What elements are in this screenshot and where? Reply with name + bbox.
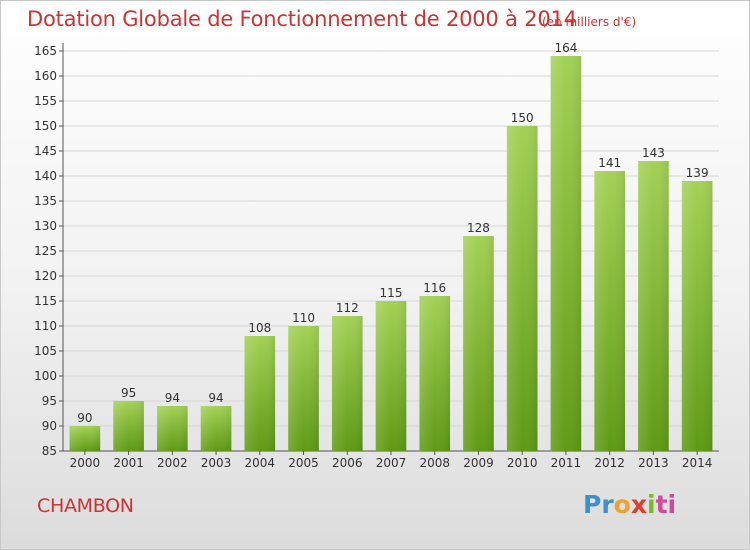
bar-value-label: 112 — [336, 301, 359, 315]
bar-shine — [200, 406, 232, 451]
y-tick-label: 165 — [34, 44, 57, 58]
proxiti-logo[interactable]: Proxiti — [583, 490, 676, 519]
logo-part-4: i — [646, 490, 656, 519]
bar-shine — [463, 236, 494, 451]
bar-value-label: 141 — [598, 156, 621, 170]
x-tick-label: 2011 — [551, 456, 582, 470]
x-tick-label: 2005 — [288, 456, 319, 470]
bar-shine — [550, 56, 582, 451]
bars — [69, 56, 713, 451]
bar-shine — [244, 336, 276, 451]
bar-value-label: 139 — [686, 166, 709, 180]
x-tick-label: 2008 — [419, 456, 450, 470]
x-tick-label: 2001 — [113, 456, 144, 470]
commune-name: CHAMBON — [37, 495, 134, 517]
logo-part-2: o — [613, 490, 631, 519]
y-tick-label: 100 — [34, 369, 57, 383]
bar-shine — [69, 426, 101, 451]
x-tick-label: 2013 — [638, 456, 669, 470]
bar-shine — [375, 301, 407, 451]
x-tick-label: 2000 — [70, 456, 101, 470]
y-tick-label: 105 — [34, 344, 57, 358]
bar-value-label: 110 — [292, 311, 315, 325]
y-tick-label: 125 — [34, 244, 57, 258]
y-tick-label: 150 — [34, 119, 57, 133]
bar-labels: 90 95 94 94 108 110 112 115 116 128 150 164 141 143 13… — [77, 41, 708, 425]
bar-value-label: 108 — [248, 321, 271, 335]
y-tick-label: 135 — [34, 194, 57, 208]
bar-shine — [331, 316, 363, 451]
x-tick-label: 2002 — [157, 456, 188, 470]
y-tick-label: 90 — [42, 419, 57, 433]
bar-value-label: 116 — [423, 281, 446, 295]
x-tick-label: 2006 — [332, 456, 363, 470]
x-axis: 2000 2001 2002 2003 2004 2005 2006 2007 2008 2009… — [63, 450, 719, 470]
x-tick-label: 2003 — [201, 456, 232, 470]
x-tick-label: 2010 — [507, 456, 538, 470]
bar-value-label: 128 — [467, 221, 490, 235]
y-axis: 85 90 95 100 105 110 115 120 125 130 135 140 145 150 1… — [34, 43, 64, 458]
bar-value-label: 115 — [380, 286, 403, 300]
bar-shine — [594, 171, 625, 451]
x-tick-label: 2004 — [245, 456, 276, 470]
y-tick-label: 120 — [34, 269, 57, 283]
bar-value-label: 94 — [165, 391, 180, 405]
bar-value-label: 90 — [77, 411, 92, 425]
y-tick-label: 140 — [34, 169, 57, 183]
y-tick-label: 110 — [34, 319, 57, 333]
logo-part-5: ti — [655, 490, 677, 519]
bar-shine — [288, 326, 319, 451]
y-tick-label: 130 — [34, 219, 57, 233]
x-tick-label: 2014 — [682, 456, 713, 470]
logo-part-1: Pr — [583, 490, 614, 519]
y-tick-label: 115 — [34, 294, 57, 308]
logo-part-3: x — [630, 490, 647, 519]
bar-value-label: 143 — [642, 146, 665, 160]
chart-subtitle: (en milliers d'€) — [542, 15, 637, 29]
x-tick-label: 2007 — [376, 456, 407, 470]
x-tick-label: 2009 — [463, 456, 494, 470]
bar-shine — [113, 401, 144, 451]
y-tick-label: 160 — [34, 69, 57, 83]
bar-shine — [419, 296, 451, 451]
y-tick-label: 155 — [34, 94, 57, 108]
y-tick-label: 85 — [42, 444, 57, 458]
bar-value-label: 95 — [121, 386, 136, 400]
bar-shine — [157, 406, 188, 451]
y-tick-label: 145 — [34, 144, 57, 158]
bar-shine — [506, 126, 538, 451]
bar-value-label: 94 — [208, 391, 223, 405]
bar-value-label: 164 — [554, 41, 577, 55]
bar-value-label: 150 — [511, 111, 534, 125]
y-tick-label: 95 — [42, 394, 57, 408]
chart-title: Dotation Globale de Fonctionnement de 20… — [27, 7, 577, 31]
x-tick-label: 2012 — [594, 456, 625, 470]
bar-shine — [681, 181, 713, 451]
bar-shine — [638, 161, 669, 451]
